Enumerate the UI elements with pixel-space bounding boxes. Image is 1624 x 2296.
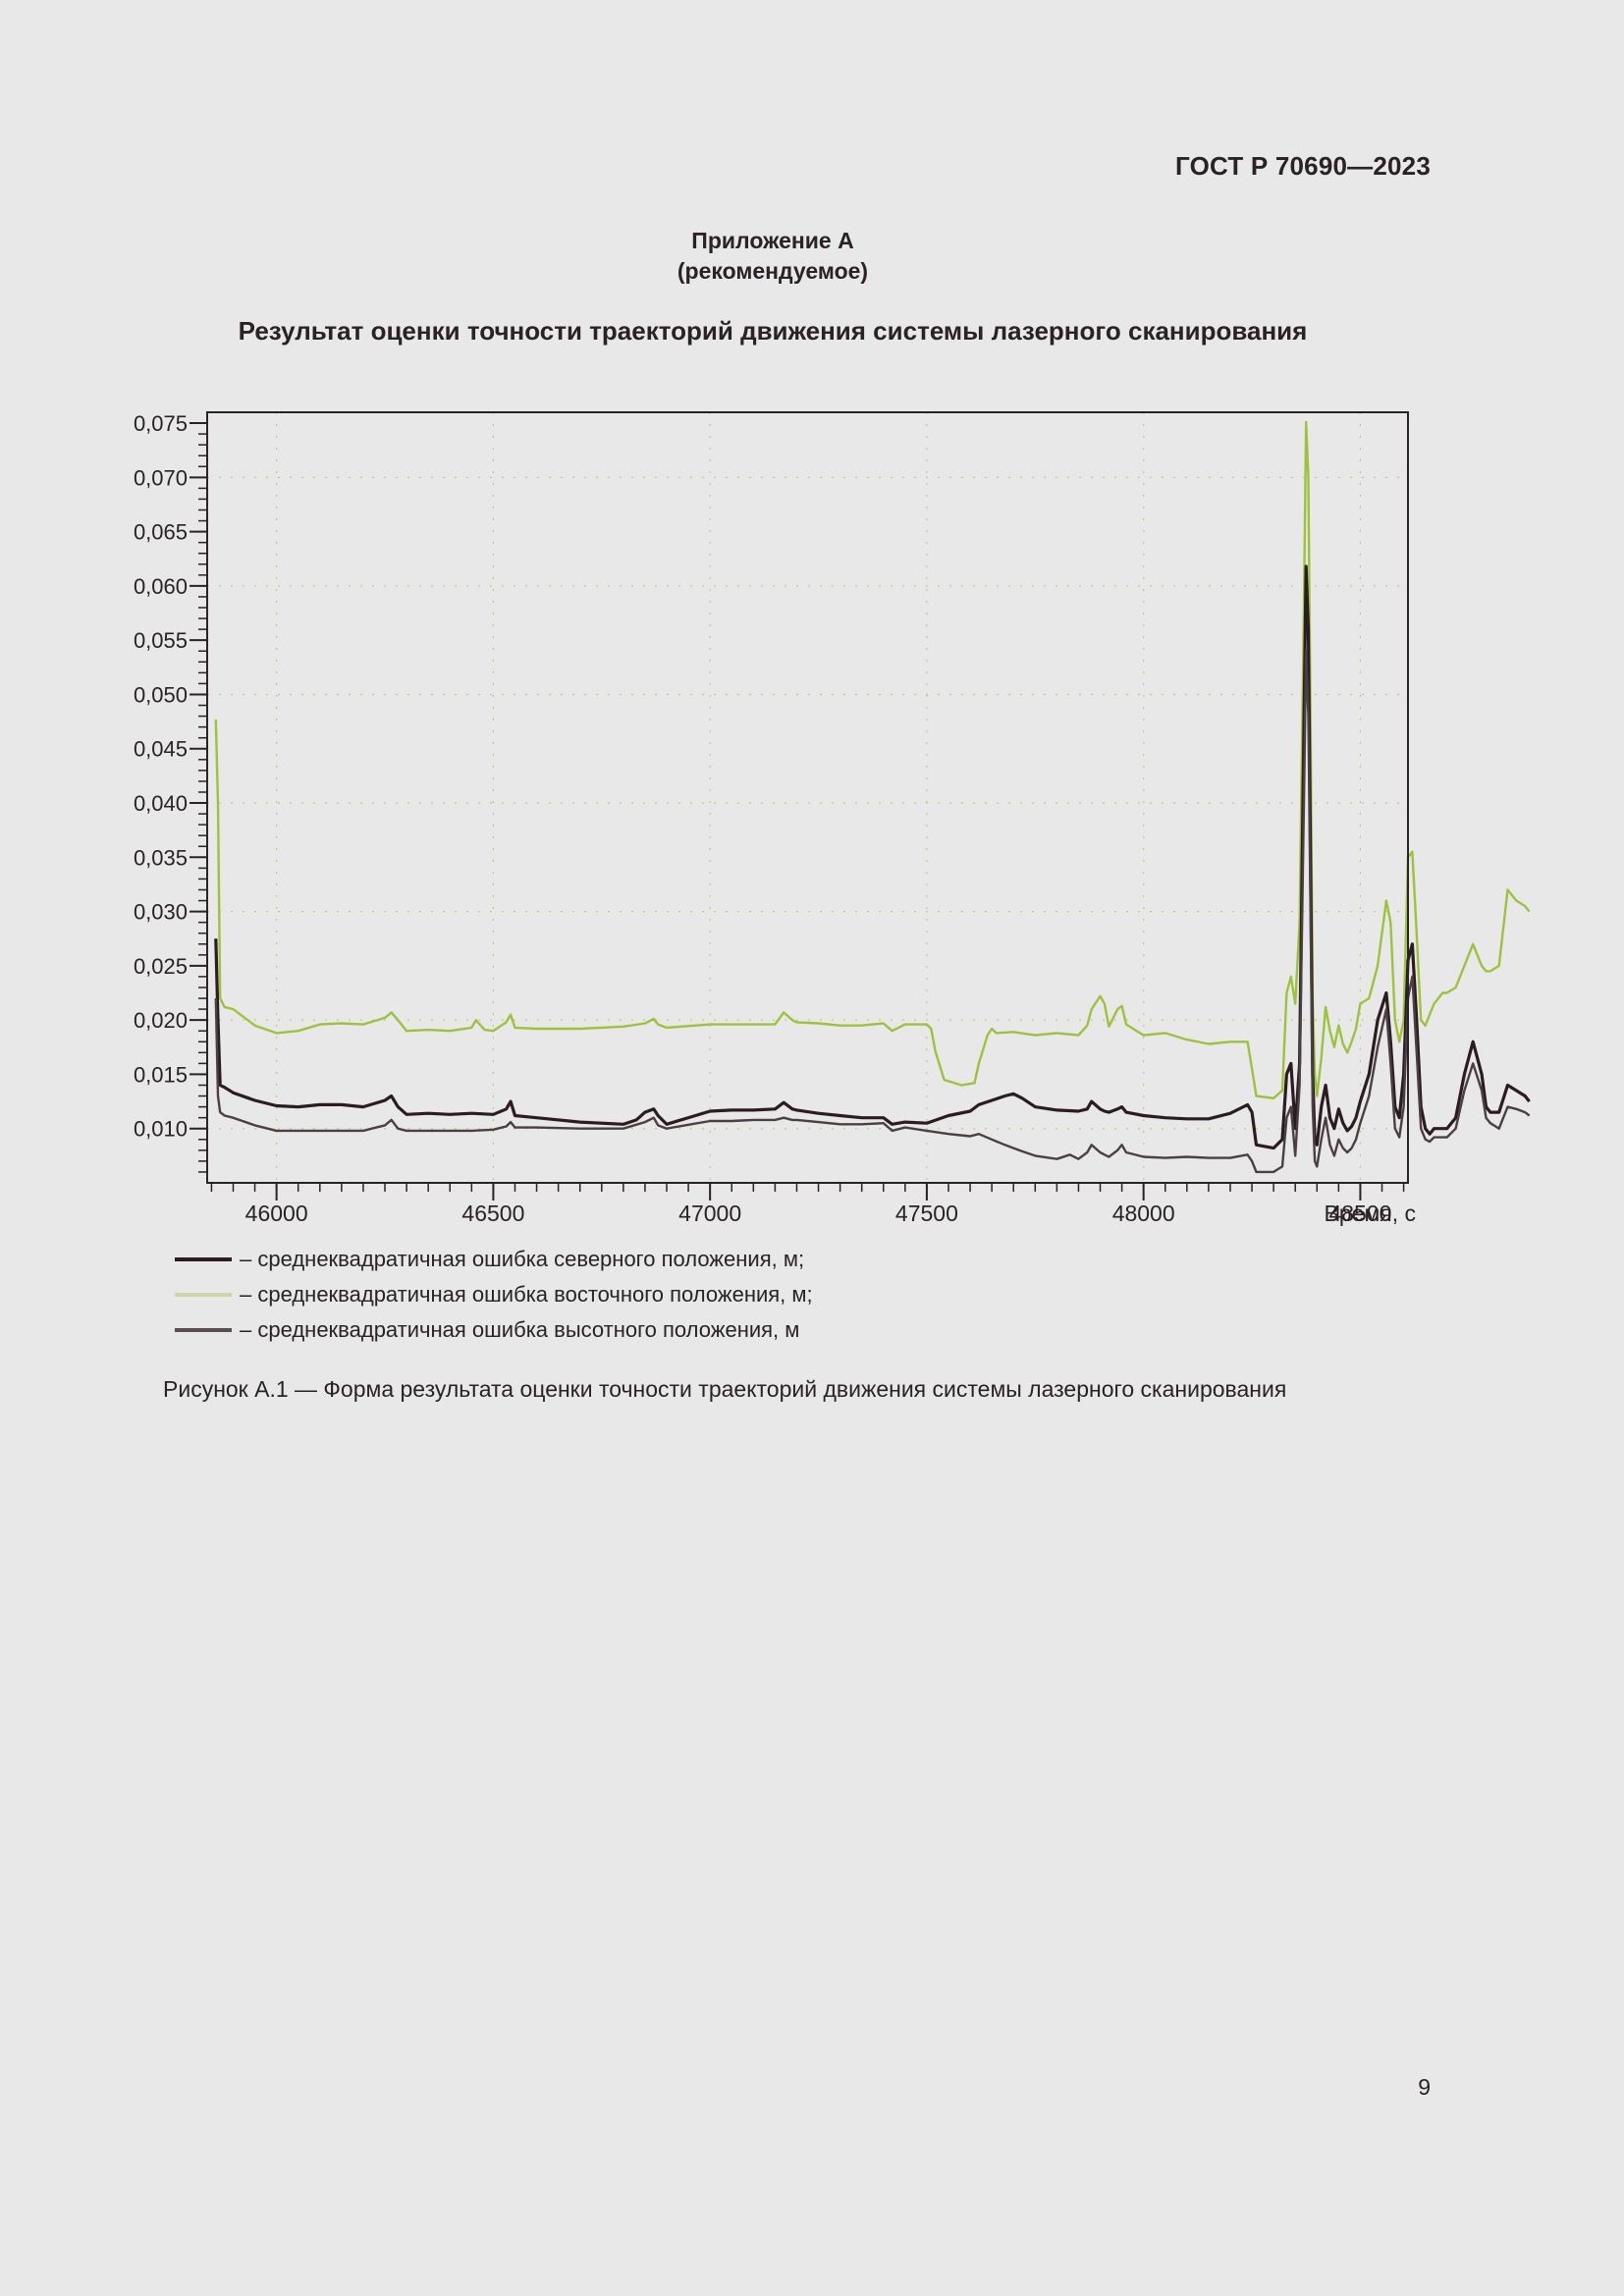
y-tick-label: 0,025 [134,954,188,979]
chart-legend: – среднеквадратичная ошибка северного по… [175,1242,813,1348]
y-tick-label: 0,010 [134,1117,188,1142]
legend-label-height: – среднеквадратичная ошибка высотного по… [240,1317,800,1342]
legend-item-north: – среднеквадратичная ошибка северного по… [175,1242,813,1277]
figure-caption: Рисунок А.1 — Форма результата оценки то… [163,1376,1287,1402]
y-tick-label: 0,030 [134,900,188,925]
legend-item-height: – среднеквадратичная ошибка высотного по… [175,1312,813,1348]
y-tick-label: 0,060 [134,574,188,599]
x-axis-label: Время, с [1325,1201,1416,1226]
appendix-status: (рекомендуемое) [677,258,869,284]
y-tick-label: 0,075 [134,411,188,436]
y-tick-label: 0,040 [134,791,188,816]
x-tick-label: 46000 [245,1201,308,1226]
y-tick-label: 0,020 [134,1008,188,1033]
y-tick-label: 0,035 [134,845,188,870]
legend-swatch-east [175,1293,232,1297]
y-tick-label: 0,050 [134,682,188,707]
plot-frame [206,411,1409,1184]
appendix-title: Приложение А [691,228,854,253]
y-tick-label: 0,045 [134,737,188,762]
y-tick-label: 0,070 [134,465,188,490]
legend-label-east: – среднеквадратичная ошибка восточного п… [240,1282,813,1307]
legend-label-north: – среднеквадратичная ошибка северного по… [240,1247,805,1271]
chart-series [214,420,1531,1174]
legend-swatch-north [175,1257,232,1261]
x-tick-label: 47500 [895,1201,958,1226]
y-tick-label: 0,055 [134,628,188,653]
legend-swatch-height [175,1328,232,1332]
chart-axes: 0,010 0,015 0,020 0,025 0,030 0,035 0,040 0,045… [134,411,1416,1226]
legend-item-east: – среднеквадратичная ошибка восточного п… [175,1277,813,1312]
appendix-heading: Приложение А (рекомендуемое) [0,226,1545,287]
rms-error-chart: 0,010 0,015 0,020 0,025 0,030 0,035 0,040 0,045… [134,411,1531,1226]
document-code: ГОСТ Р 70690—2023 [1175,151,1431,181]
y-tick-label: 0,065 [134,520,188,545]
x-tick-label: 47000 [678,1201,741,1226]
section-title: Результат оценки точности траекторий дви… [238,316,1308,346]
x-tick-label: 46500 [461,1201,524,1226]
chart-grid [207,412,1408,1183]
page-number: 9 [1418,2074,1431,2100]
y-tick-label: 0,015 [134,1062,188,1087]
series-line-north [214,564,1531,1150]
series-line-height [214,650,1531,1174]
x-tick-label: 48500 [1328,1201,1391,1226]
x-tick-label: 48000 [1112,1201,1175,1226]
series-line-east [214,420,1531,1100]
